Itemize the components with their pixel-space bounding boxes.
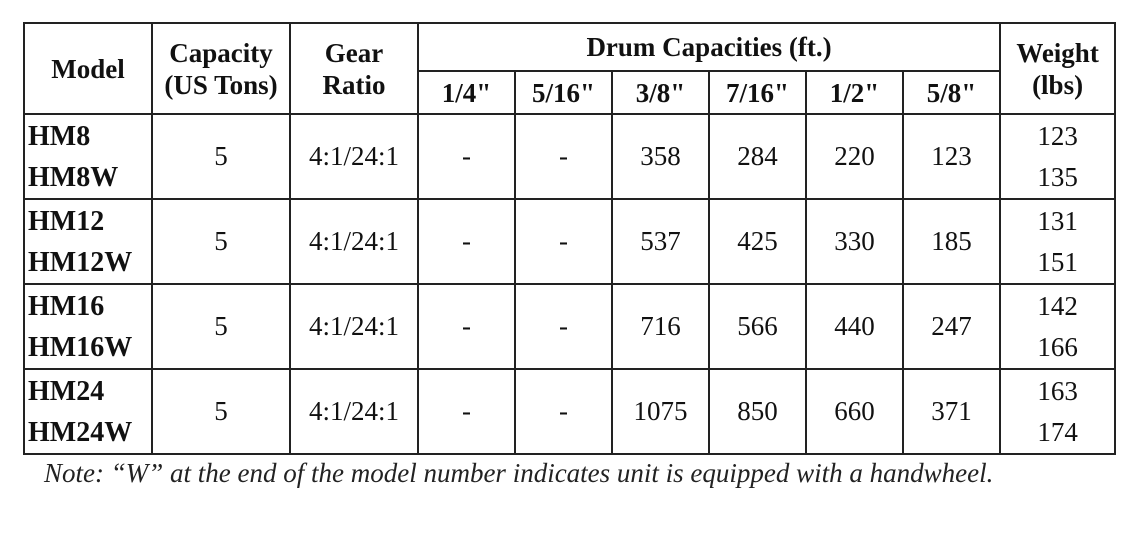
drum-cell: - — [514, 283, 613, 370]
gear-ratio-cell: 4:1/24:1 — [289, 283, 419, 370]
weight-cell: 123 135 — [999, 113, 1117, 200]
weight-value: 142 — [1037, 290, 1078, 321]
header-capacity-line2: (US Tons) — [164, 69, 278, 100]
drum-cell: 371 — [901, 368, 1002, 455]
table-row: HM24 HM24W 5 4:1/24:1 - - 1075 850 660 3… — [23, 368, 1117, 455]
weight-value: 163 — [1037, 375, 1078, 406]
drum-cell: 1075 — [611, 368, 710, 455]
capacity-cell: 5 — [151, 368, 291, 455]
capacity-cell: 5 — [151, 283, 291, 370]
model-cell: HM16 HM16W — [23, 283, 153, 370]
weight-value: 131 — [1037, 205, 1078, 236]
table-row: HM12 HM12W 5 4:1/24:1 - - 537 425 330 18… — [23, 198, 1117, 285]
header-capacity: Capacity (US Tons) — [151, 22, 291, 115]
drum-cell: - — [514, 198, 613, 285]
weight-value: 123 — [1037, 120, 1078, 151]
model-name-handwheel: HM8W — [28, 161, 119, 193]
weight-value-handwheel: 174 — [1037, 416, 1078, 447]
drum-cell: 566 — [708, 283, 807, 370]
model-name-handwheel: HM24W — [28, 416, 133, 448]
table-row: HM8 HM8W 5 4:1/24:1 - - 358 284 220 123 … — [23, 113, 1117, 200]
gear-ratio-cell: 4:1/24:1 — [289, 368, 419, 455]
model-name: HM8 — [28, 120, 91, 152]
header-drum-size: 3/8" — [611, 70, 710, 115]
drum-cell: - — [417, 198, 516, 285]
drum-cell: 185 — [901, 198, 1002, 285]
header-weight-line1: Weight — [1016, 37, 1099, 68]
footnote: Note: “W” at the end of the model number… — [44, 458, 994, 488]
header-drum-size: 1/4" — [417, 70, 516, 115]
header-gear-ratio: Gear Ratio — [289, 22, 419, 115]
capacity-cell: 5 — [151, 198, 291, 285]
model-name: HM24 — [28, 375, 105, 407]
drum-cell: 850 — [708, 368, 807, 455]
model-name-handwheel: HM12W — [28, 246, 133, 278]
header-gear-line2: Ratio — [322, 69, 386, 100]
header-drum-size: 5/16" — [514, 70, 613, 115]
capacity-cell: 5 — [151, 113, 291, 200]
weight-cell: 163 174 — [999, 368, 1117, 455]
drum-cell: 247 — [901, 283, 1002, 370]
drum-cell: 330 — [805, 198, 904, 285]
header-capacity-line1: Capacity — [169, 37, 273, 68]
drum-cell: 220 — [805, 113, 904, 200]
weight-cell: 142 166 — [999, 283, 1117, 370]
drum-cell: 716 — [611, 283, 710, 370]
table-row: HM16 HM16W 5 4:1/24:1 - - 716 566 440 24… — [23, 283, 1117, 370]
header-drum-capacities: Drum Capacities (ft.) — [416, 22, 1002, 72]
header-model: Model — [23, 22, 153, 115]
gear-ratio-cell: 4:1/24:1 — [289, 113, 419, 200]
drum-cell: 440 — [805, 283, 904, 370]
drum-cell: 425 — [708, 198, 807, 285]
drum-cell: 660 — [805, 368, 904, 455]
drum-cell: - — [417, 283, 516, 370]
header-gear-line1: Gear — [324, 37, 384, 68]
model-cell: HM8 HM8W — [23, 113, 153, 200]
weight-value-handwheel: 135 — [1037, 161, 1078, 192]
header-weight: Weight (lbs) — [999, 22, 1117, 115]
drum-cell: - — [514, 113, 613, 200]
drum-cell: - — [514, 368, 613, 455]
header-weight-line2: (lbs) — [1032, 69, 1084, 100]
header-drum-size: 7/16" — [708, 70, 807, 115]
model-cell: HM24 HM24W — [23, 368, 153, 455]
weight-cell: 131 151 — [999, 198, 1117, 285]
weight-value-handwheel: 166 — [1037, 331, 1078, 362]
model-name: HM16 — [28, 290, 105, 322]
model-name: HM12 — [28, 205, 105, 237]
header-drum-size: 1/2" — [805, 70, 904, 115]
model-name-handwheel: HM16W — [28, 331, 133, 363]
drum-cell: 123 — [901, 113, 1002, 200]
drum-cell: 358 — [611, 113, 710, 200]
weight-value-handwheel: 151 — [1037, 246, 1078, 277]
gear-ratio-cell: 4:1/24:1 — [289, 198, 419, 285]
spec-table: Model Capacity (US Tons) Gear Ratio Drum… — [23, 22, 1117, 455]
header-drum-size: 5/8" — [901, 70, 1002, 115]
drum-cell: 284 — [708, 113, 807, 200]
drum-cell: 537 — [611, 198, 710, 285]
drum-cell: - — [417, 113, 516, 200]
drum-cell: - — [417, 368, 516, 455]
model-cell: HM12 HM12W — [23, 198, 153, 285]
